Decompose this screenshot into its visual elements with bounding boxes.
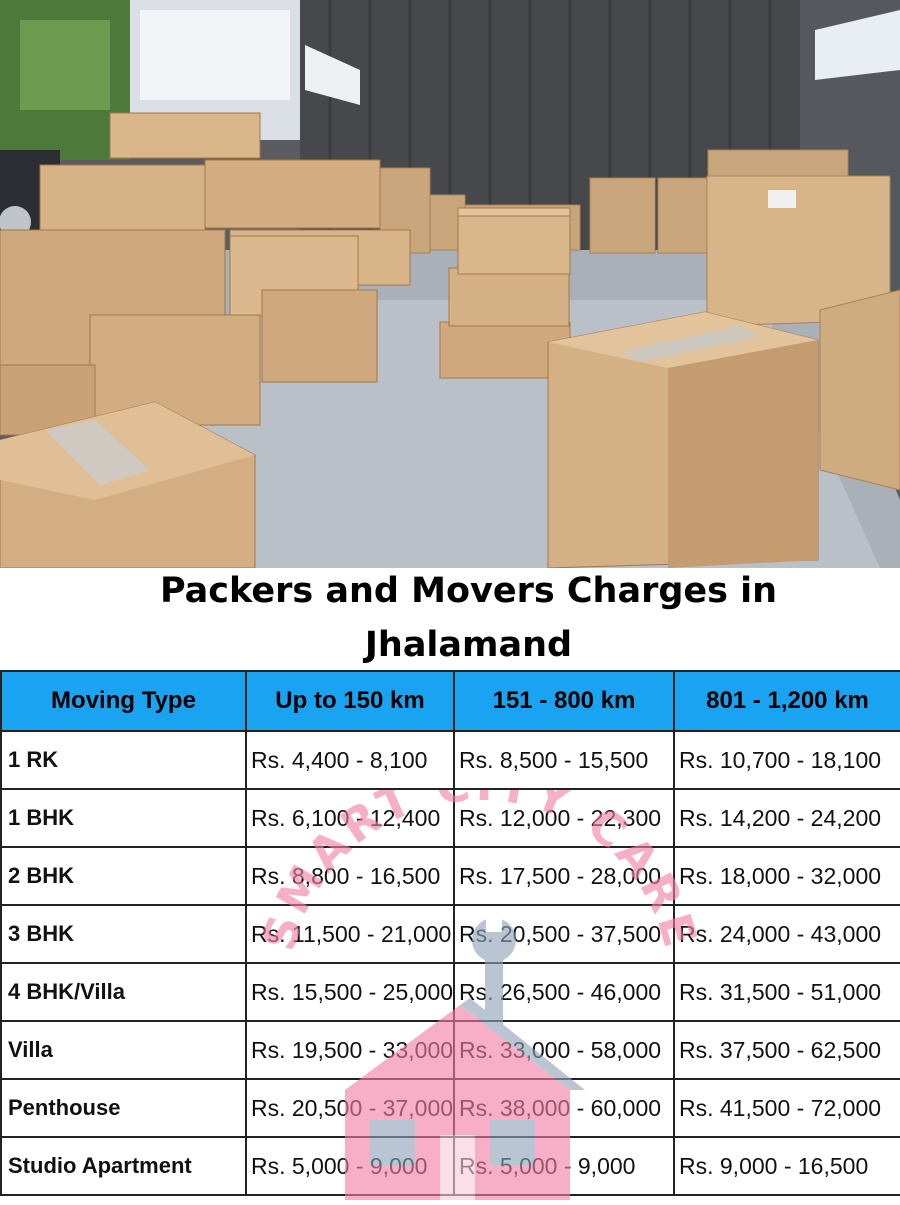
price-cell: Rs. 9,000 - 16,500	[673, 1136, 900, 1196]
price-cell: Rs. 5,000 - 9,000	[453, 1136, 675, 1196]
row-type: Penthouse	[0, 1078, 247, 1138]
price-cell: Rs. 20,500 - 37,500	[453, 904, 675, 964]
price-cell: Rs. 24,000 - 43,000	[673, 904, 900, 964]
price-cell: Rs. 11,500 - 21,000	[245, 904, 455, 964]
table-header-row: Moving Type Up to 150 km 151 - 800 km 80…	[0, 670, 900, 732]
price-cell: Rs. 12,000 - 22,300	[453, 788, 675, 848]
col-header-up-to-150: Up to 150 km	[245, 670, 455, 732]
table-row: 1 BHK Rs. 6,100 - 12,400 Rs. 12,000 - 22…	[0, 788, 900, 848]
table-row: 3 BHK Rs. 11,500 - 21,000 Rs. 20,500 - 3…	[0, 904, 900, 964]
price-cell: Rs. 17,500 - 28,000	[453, 846, 675, 906]
price-cell: Rs. 8,500 - 15,500	[453, 730, 675, 790]
charges-table: Moving Type Up to 150 km 151 - 800 km 80…	[0, 670, 900, 1196]
price-cell: Rs. 14,200 - 24,200	[673, 788, 900, 848]
price-cell: Rs. 26,500 - 46,000	[453, 962, 675, 1022]
table-row: 2 BHK Rs. 8,800 - 16,500 Rs. 17,500 - 28…	[0, 846, 900, 906]
price-cell: Rs. 5,000 - 9,000	[245, 1136, 455, 1196]
price-cell: Rs. 31,500 - 51,000	[673, 962, 900, 1022]
price-cell: Rs. 38,000 - 60,000	[453, 1078, 675, 1138]
table-row: Villa Rs. 19,500 - 33,000 Rs. 33,000 - 5…	[0, 1020, 900, 1080]
col-header-moving-type: Moving Type	[0, 670, 247, 732]
price-cell: Rs. 8,800 - 16,500	[245, 846, 455, 906]
title-line-1: Packers and Movers Charges in	[159, 571, 778, 611]
price-cell: Rs. 4,400 - 8,100	[245, 730, 455, 790]
row-type: 1 RK	[0, 730, 247, 790]
row-type: 4 BHK/Villa	[0, 962, 247, 1022]
price-cell: Rs. 10,700 - 18,100	[673, 730, 900, 790]
row-type: 1 BHK	[0, 788, 247, 848]
price-cell: Rs. 19,500 - 33,000	[245, 1020, 455, 1080]
price-cell: Rs. 41,500 - 72,000	[673, 1078, 900, 1138]
table-row: Penthouse Rs. 20,500 - 37,000 Rs. 38,000…	[0, 1078, 900, 1138]
table-row: Studio Apartment Rs. 5,000 - 9,000 Rs. 5…	[0, 1136, 900, 1196]
row-type: Studio Apartment	[0, 1136, 247, 1196]
row-type: Villa	[0, 1020, 247, 1080]
row-type: 3 BHK	[0, 904, 247, 964]
price-cell: Rs. 37,500 - 62,500	[673, 1020, 900, 1080]
col-header-151-800: 151 - 800 km	[453, 670, 675, 732]
row-type: 2 BHK	[0, 846, 247, 906]
title-line-2: Jhalamand	[364, 625, 573, 665]
price-cell: Rs. 18,000 - 32,000	[673, 846, 900, 906]
price-cell: Rs. 6,100 - 12,400	[245, 788, 455, 848]
price-cell: Rs. 33,000 - 58,000	[453, 1020, 675, 1080]
hero-photo-boxes	[0, 0, 900, 568]
price-cell: Rs. 15,500 - 25,000	[245, 962, 455, 1022]
price-cell: Rs. 20,500 - 37,000	[245, 1078, 455, 1138]
table-row: 1 RK Rs. 4,400 - 8,100 Rs. 8,500 - 15,50…	[0, 730, 900, 790]
table-row: 4 BHK/Villa Rs. 15,500 - 25,000 Rs. 26,5…	[0, 962, 900, 1022]
col-header-801-1200: 801 - 1,200 km	[673, 670, 900, 732]
